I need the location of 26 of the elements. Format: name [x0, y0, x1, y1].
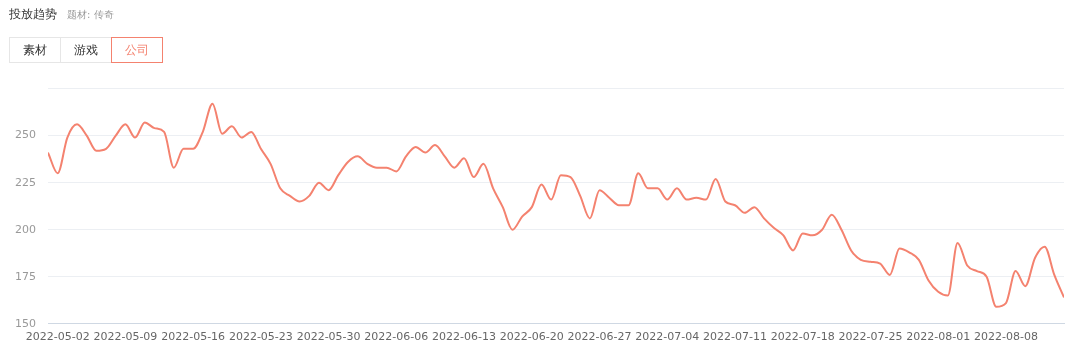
x-tick-label: 2022-05-09 — [93, 330, 158, 344]
y-tick-label: 200 — [15, 222, 36, 236]
x-tick-label: 2022-07-04 — [635, 330, 700, 344]
x-tick-label: 2022-06-27 — [567, 330, 632, 344]
text: 游戏 — [60, 37, 112, 63]
x-tick-label: 2022-05-30 — [296, 330, 361, 344]
text: 素材 — [9, 37, 61, 63]
x-tick-label: 2022-07-11 — [703, 330, 767, 344]
y-tick-label: 150 — [15, 316, 36, 330]
line-series — [48, 102, 1064, 308]
x-tick-label: 2022-08-08 — [973, 330, 1038, 344]
x-tick-label: 2022-05-02 — [25, 330, 90, 344]
y-tick-label: 250 — [15, 128, 36, 142]
chart-title: 投放趋势 — [9, 6, 57, 23]
x-tick-label: 2022-05-16 — [161, 330, 226, 344]
x-tick-label: 2022-06-13 — [432, 330, 497, 344]
x-tick-label: 2022-07-18 — [770, 330, 835, 344]
x-tick-label: 2022-05-23 — [228, 330, 293, 344]
x-tick-label: 2022-07-25 — [838, 330, 903, 344]
x-tick-label: 2022-06-20 — [499, 330, 564, 344]
text: 公司 — [111, 37, 163, 63]
x-tick-label: 2022-08-01 — [906, 330, 971, 344]
chart-subtitle: 题材: 传奇 — [67, 8, 114, 22]
y-tick-label: 175 — [15, 269, 36, 283]
x-tick-label: 2022-06-06 — [364, 330, 429, 344]
y-tick-label: 225 — [15, 175, 36, 189]
